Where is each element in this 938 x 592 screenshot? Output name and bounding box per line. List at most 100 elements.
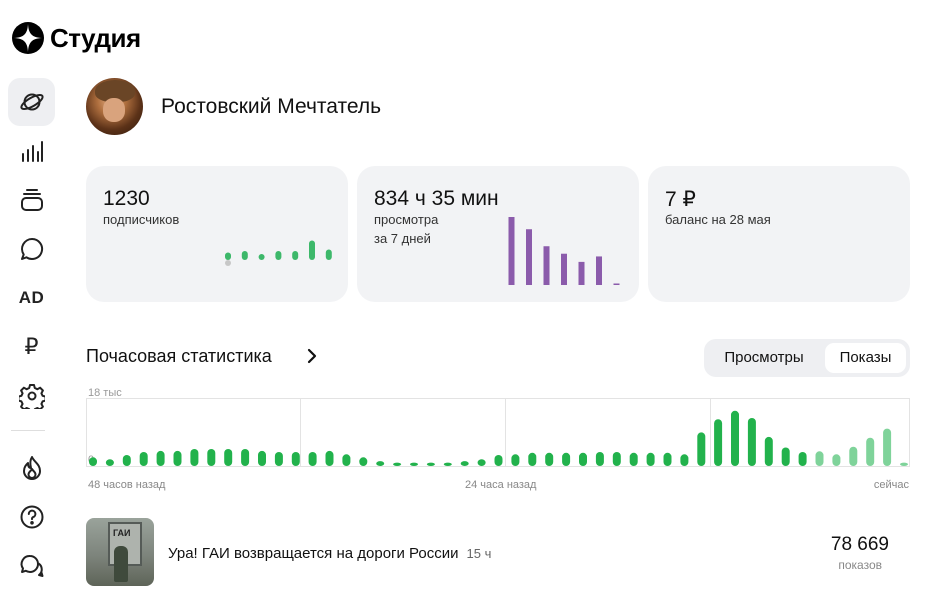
video-impressions-label: показов xyxy=(838,558,882,572)
subscribers-spark-bar xyxy=(309,240,315,260)
ruble-icon: ₽ xyxy=(24,334,39,359)
avatar-hat-shape xyxy=(95,80,135,102)
sidebar-item-monetization[interactable]: ₽ xyxy=(8,323,55,371)
hourly-bar xyxy=(629,452,638,466)
subscribers-spark-bar xyxy=(258,254,265,260)
logo-text: Студия xyxy=(50,22,141,53)
sidebar-divider xyxy=(11,430,45,431)
hourly-bar xyxy=(798,452,807,466)
hourly-bar xyxy=(443,462,452,466)
hourly-bar xyxy=(308,452,317,466)
hourly-bar xyxy=(595,452,604,466)
hourly-bar xyxy=(376,461,385,466)
x-label-start: 48 часов назад xyxy=(88,479,166,491)
avatar-face-shape xyxy=(103,98,125,122)
chart-frame xyxy=(86,398,910,467)
x-label-middle: 24 часа назад xyxy=(465,479,537,491)
watch-time-label: просмотра xyxy=(374,212,439,227)
hourly-bar xyxy=(849,446,858,466)
hourly-bar xyxy=(460,461,469,466)
video-item[interactable]: ГАИ Ура! ГАИ возвращается на дороги Росс… xyxy=(86,518,910,586)
subscribers-spark-bar xyxy=(325,249,332,260)
hourly-bar xyxy=(241,449,250,466)
y-max-label: 18 тыс xyxy=(88,387,122,399)
subscribers-spark-bar xyxy=(225,252,231,260)
video-age: 15 ч xyxy=(466,546,492,561)
hourly-bar xyxy=(781,447,790,466)
hourly-bar xyxy=(139,452,148,466)
watch-time-card[interactable]: 834 ч 35 мин просмотра за 7 дней xyxy=(357,166,639,302)
chevron-right-icon[interactable] xyxy=(304,346,320,366)
watch-time-spark-bar xyxy=(578,261,585,285)
sidebar-item-help[interactable] xyxy=(8,493,55,541)
subscribers-spark-bar xyxy=(275,251,282,260)
sidebar-item-content[interactable] xyxy=(8,176,55,224)
stack-icon xyxy=(20,189,43,211)
hourly-chart: 18 тыс 0 48 часов назад 24 часа назад се… xyxy=(86,387,910,491)
ad-icon: AD xyxy=(18,288,45,307)
tab-views[interactable]: Просмотры xyxy=(724,349,804,366)
watch-time-spark-bar xyxy=(596,256,602,285)
hourly-bar xyxy=(663,452,672,466)
tab-impressions[interactable]: Показы xyxy=(825,343,906,373)
hourly-bar xyxy=(274,452,283,466)
video-title[interactable]: Ура! ГАИ возвращается на дороги России 15… xyxy=(168,545,491,562)
video-impressions-count: 78 669 xyxy=(830,534,889,555)
sidebar-item-stats[interactable] xyxy=(8,127,55,175)
hourly-bar xyxy=(291,452,300,466)
subscribers-sparkline xyxy=(225,240,332,266)
video-title-text: Ура! ГАИ возвращается на дороги России xyxy=(168,545,459,562)
channel-avatar[interactable] xyxy=(86,78,143,135)
metric-toggle: Просмотры Показы xyxy=(704,339,910,377)
watch-time-spark-bar xyxy=(561,253,567,285)
hourly-bar xyxy=(764,436,773,466)
hourly-bar xyxy=(207,449,216,466)
subscribers-spark-dip xyxy=(225,260,231,266)
sidebar-item-settings[interactable] xyxy=(8,372,55,420)
hourly-bar xyxy=(190,449,199,466)
hourly-bar xyxy=(562,452,571,466)
thumbnail-sign-text: ГАИ xyxy=(113,528,131,538)
video-thumbnail[interactable]: ГАИ xyxy=(86,518,154,586)
hourly-bar xyxy=(325,450,334,466)
hourly-bar xyxy=(477,459,486,466)
hourly-bar xyxy=(612,452,621,466)
watch-time-period: за 7 дней xyxy=(374,231,431,246)
hourly-bar xyxy=(258,450,266,466)
watch-time-value: 834 ч 35 мин xyxy=(374,187,499,210)
hourly-bar xyxy=(105,459,114,466)
hourly-bar xyxy=(579,452,587,466)
subscribers-label: подписчиков xyxy=(103,212,180,227)
logo[interactable]: Студия xyxy=(12,22,141,54)
sidebar-item-trending[interactable] xyxy=(8,444,55,492)
hourly-bar xyxy=(900,462,908,466)
balance-card[interactable]: 7 ₽ баланс на 28 мая xyxy=(648,166,910,302)
comment-icon xyxy=(20,237,43,260)
subscribers-spark-bar xyxy=(241,251,248,260)
sidebar-item-comments[interactable] xyxy=(8,225,55,273)
hourly-bar xyxy=(494,455,503,466)
hourly-bar xyxy=(731,410,739,466)
hourly-bar xyxy=(697,432,706,466)
sidebar-item-messages[interactable] xyxy=(8,542,55,590)
watch-time-spark-bar xyxy=(613,283,620,285)
hourly-bar xyxy=(646,452,655,466)
hourly-bar xyxy=(393,462,402,466)
help-icon xyxy=(20,505,43,529)
watch-time-spark-bar xyxy=(526,229,532,285)
watch-time-spark-bar xyxy=(543,246,550,285)
sidebar-item-planet[interactable] xyxy=(8,78,55,126)
subscribers-value: 1230 xyxy=(103,187,150,210)
fire-icon xyxy=(22,456,41,480)
hourly-bar xyxy=(511,454,520,466)
x-label-end: сейчас xyxy=(874,479,910,491)
hourly-bar xyxy=(680,454,689,466)
hourly-bar xyxy=(866,437,875,466)
hourly-bar xyxy=(832,454,841,466)
zen-star-icon xyxy=(12,22,44,54)
hourly-stats-title[interactable]: Почасовая статистика xyxy=(86,346,272,366)
watch-time-sparkline xyxy=(508,217,620,285)
sidebar-item-ads[interactable]: AD xyxy=(8,274,55,322)
hourly-bar xyxy=(426,462,435,466)
subscribers-card[interactable]: 1230 подписчиков xyxy=(86,166,348,302)
